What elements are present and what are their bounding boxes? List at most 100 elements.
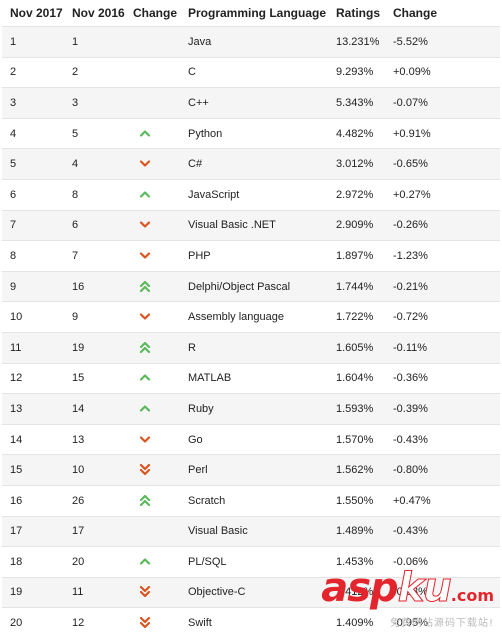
rating-cell: 5.343%: [328, 87, 385, 119]
header-change[interactable]: Change: [125, 0, 180, 27]
header-change-percent[interactable]: Change: [385, 0, 500, 27]
chevron-up-icon: [139, 129, 151, 137]
language-cell: Ruby: [180, 393, 328, 425]
language-cell: Swift: [180, 607, 328, 638]
trend-cell: [125, 331, 180, 364]
rank-2017-cell: 7: [2, 209, 64, 241]
change-cell: -0.80%: [385, 454, 500, 486]
trend-cell: [125, 56, 180, 88]
language-cell: Python: [180, 117, 328, 149]
language-cell: C++: [180, 87, 328, 119]
header-ratings[interactable]: Ratings: [328, 0, 385, 27]
table-row: 17 17 Visual Basic 1.489% -0.43%: [2, 515, 500, 547]
table-row: 13 14 Ruby 1.593% -0.39%: [2, 393, 500, 425]
rank-2016-cell: 7: [64, 240, 125, 272]
rating-cell: 4.482%: [328, 117, 385, 149]
chevron-down-icon: [139, 252, 151, 259]
table-row: 5 4 C# 3.012% -0.65%: [2, 148, 500, 180]
rank-2017-cell: 17: [2, 515, 64, 547]
change-cell: -0.36%: [385, 362, 500, 394]
language-cell: Visual Basic .NET: [180, 209, 328, 241]
rank-2016-cell: 2: [64, 56, 125, 88]
rating-cell: 1.412%: [328, 576, 385, 608]
trend-cell: [125, 362, 180, 394]
change-cell: -0.11%: [385, 331, 500, 364]
rank-2017-cell: 15: [2, 454, 64, 486]
table-row: 20 12 Swift 1.409% -0.95%: [2, 607, 500, 638]
rank-2017-cell: 5: [2, 148, 64, 180]
language-cell: Perl: [180, 454, 328, 486]
header-nov-2016[interactable]: Nov 2016: [64, 0, 125, 27]
trend-cell: [125, 546, 180, 578]
table-body: 1 1 Java 13.231% -5.52% 2 2 C 9.293% +0.09% 3 3 C++ 5…: [2, 26, 500, 638]
header-language[interactable]: Programming Language: [180, 0, 328, 27]
rank-2017-cell: 14: [2, 423, 64, 455]
rating-cell: 3.012%: [328, 148, 385, 180]
table-row: 14 13 Go 1.570% -0.43%: [2, 423, 500, 455]
header-row: Nov 2017 Nov 2016 Change Programming Lan…: [2, 0, 500, 27]
trend-cell: [125, 607, 180, 638]
rank-2017-cell: 8: [2, 240, 64, 272]
change-cell: +0.47%: [385, 484, 500, 516]
double-chevron-up-icon: [139, 280, 151, 292]
language-cell: C: [180, 56, 328, 88]
change-cell: -0.72%: [385, 301, 500, 333]
table-header: Nov 2017 Nov 2016 Change Programming Lan…: [2, 0, 500, 27]
rating-cell: 13.231%: [328, 26, 385, 58]
rating-cell: 1.897%: [328, 240, 385, 272]
rank-2016-cell: 13: [64, 423, 125, 455]
rank-2016-cell: 10: [64, 454, 125, 486]
chevron-up-icon: [139, 374, 151, 381]
change-cell: -0.43%: [385, 423, 500, 455]
table-row: 19 11 Objective-C 1.412% -0.83%: [2, 576, 500, 608]
rank-2017-cell: 19: [2, 576, 64, 608]
change-cell: +0.09%: [385, 56, 500, 88]
rank-2017-cell: 2: [2, 56, 64, 88]
rank-2017-cell: 1: [2, 26, 64, 58]
rating-cell: 2.972%: [328, 178, 385, 211]
language-cell: Visual Basic: [180, 515, 328, 547]
trend-cell: [125, 454, 180, 486]
rating-cell: 1.744%: [328, 270, 385, 302]
rank-2017-cell: 6: [2, 178, 64, 211]
rank-2016-cell: 3: [64, 87, 125, 119]
language-cell: R: [180, 331, 328, 364]
rank-2016-cell: 19: [64, 331, 125, 364]
rank-2016-cell: 26: [64, 484, 125, 516]
rank-2017-cell: 4: [2, 117, 64, 149]
rank-2016-cell: 11: [64, 576, 125, 608]
language-cell: Objective-C: [180, 576, 328, 608]
chevron-up-icon: [139, 405, 151, 412]
change-cell: +0.91%: [385, 117, 500, 149]
change-cell: -0.83%: [385, 576, 500, 608]
language-cell: MATLAB: [180, 362, 328, 394]
table-row: 1 1 Java 13.231% -5.52%: [2, 26, 500, 58]
trend-cell: [125, 270, 180, 302]
double-chevron-up-icon: [139, 341, 151, 353]
double-chevron-up-icon: [139, 494, 151, 506]
table-row: 11 19 R 1.605% -0.11%: [2, 331, 500, 364]
rank-2016-cell: 5: [64, 117, 125, 149]
table-row: 3 3 C++ 5.343% -0.07%: [2, 87, 500, 119]
header-nov-2017[interactable]: Nov 2017: [2, 0, 64, 27]
table-row: 6 8 JavaScript 2.972% +0.27%: [2, 178, 500, 211]
change-cell: -0.43%: [385, 515, 500, 547]
change-cell: -0.21%: [385, 270, 500, 302]
table-row: 10 9 Assembly language 1.722% -0.72%: [2, 301, 500, 333]
rank-2017-cell: 11: [2, 331, 64, 364]
trend-cell: [125, 26, 180, 58]
rating-cell: 9.293%: [328, 56, 385, 88]
trend-cell: [125, 301, 180, 333]
rank-2016-cell: 14: [64, 393, 125, 425]
rank-2016-cell: 8: [64, 178, 125, 211]
rank-2016-cell: 6: [64, 209, 125, 241]
change-cell: +0.27%: [385, 178, 500, 211]
rating-cell: 1.409%: [328, 607, 385, 638]
rank-2016-cell: 16: [64, 270, 125, 302]
change-cell: -0.65%: [385, 148, 500, 180]
chevron-up-icon: [139, 191, 151, 198]
language-cell: PL/SQL: [180, 546, 328, 578]
language-cell: Java: [180, 26, 328, 58]
table-row: 7 6 Visual Basic .NET 2.909% -0.26%: [2, 209, 500, 241]
rating-cell: 1.550%: [328, 484, 385, 516]
